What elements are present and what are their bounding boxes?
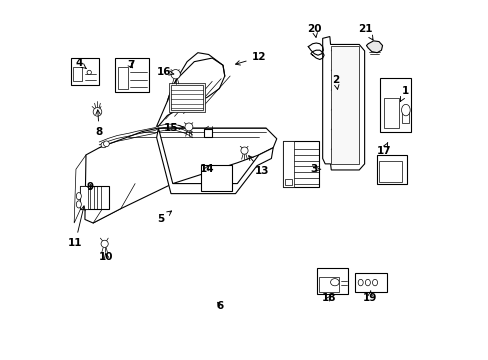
Text: 21: 21	[358, 24, 372, 40]
Ellipse shape	[76, 201, 81, 208]
Text: 13: 13	[248, 156, 268, 176]
Polygon shape	[80, 186, 109, 210]
Text: 3: 3	[310, 164, 320, 174]
Text: 19: 19	[362, 291, 376, 303]
Polygon shape	[80, 186, 88, 210]
Text: 5: 5	[157, 211, 171, 224]
Ellipse shape	[76, 193, 81, 200]
Polygon shape	[73, 67, 82, 81]
Polygon shape	[322, 37, 364, 170]
Polygon shape	[316, 268, 348, 294]
Polygon shape	[74, 155, 128, 223]
Ellipse shape	[241, 147, 247, 154]
Polygon shape	[383, 98, 398, 128]
Ellipse shape	[206, 168, 221, 184]
Text: 17: 17	[376, 143, 390, 156]
Ellipse shape	[372, 279, 377, 286]
Polygon shape	[118, 67, 128, 89]
Polygon shape	[333, 52, 339, 59]
Text: 14: 14	[199, 163, 214, 174]
Ellipse shape	[401, 104, 409, 116]
Text: 15: 15	[163, 123, 183, 133]
Text: 9: 9	[86, 182, 93, 192]
Text: 8: 8	[96, 110, 102, 136]
Text: 2: 2	[332, 75, 339, 89]
Polygon shape	[156, 128, 273, 194]
Ellipse shape	[216, 174, 226, 185]
Ellipse shape	[357, 279, 363, 286]
Text: 12: 12	[235, 52, 265, 65]
Ellipse shape	[365, 279, 369, 286]
Text: 10: 10	[99, 252, 113, 262]
Polygon shape	[204, 129, 212, 137]
Polygon shape	[379, 161, 401, 182]
Text: 11: 11	[68, 206, 85, 248]
Polygon shape	[85, 128, 276, 223]
Polygon shape	[366, 41, 382, 53]
Text: 18: 18	[321, 293, 335, 303]
Polygon shape	[171, 85, 203, 110]
Polygon shape	[330, 45, 359, 164]
Ellipse shape	[101, 240, 108, 247]
Text: 7: 7	[126, 60, 134, 70]
Polygon shape	[283, 140, 319, 187]
Ellipse shape	[93, 108, 102, 116]
Polygon shape	[115, 58, 149, 92]
Polygon shape	[283, 140, 293, 187]
Polygon shape	[354, 273, 386, 292]
Text: 4: 4	[76, 58, 86, 68]
Text: 1: 1	[400, 86, 408, 102]
Polygon shape	[285, 179, 291, 185]
Polygon shape	[401, 110, 408, 123]
Ellipse shape	[101, 142, 106, 148]
Polygon shape	[70, 58, 99, 85]
Text: 6: 6	[216, 301, 224, 311]
Polygon shape	[201, 165, 231, 192]
Ellipse shape	[330, 279, 339, 286]
Polygon shape	[379, 78, 410, 132]
Polygon shape	[319, 277, 338, 292]
Ellipse shape	[103, 141, 109, 147]
Ellipse shape	[87, 70, 91, 75]
Ellipse shape	[171, 69, 180, 79]
Text: 20: 20	[306, 24, 321, 37]
Text: 16: 16	[156, 67, 174, 77]
Polygon shape	[169, 83, 204, 112]
Ellipse shape	[184, 123, 192, 131]
Polygon shape	[376, 155, 406, 184]
Polygon shape	[156, 58, 224, 126]
